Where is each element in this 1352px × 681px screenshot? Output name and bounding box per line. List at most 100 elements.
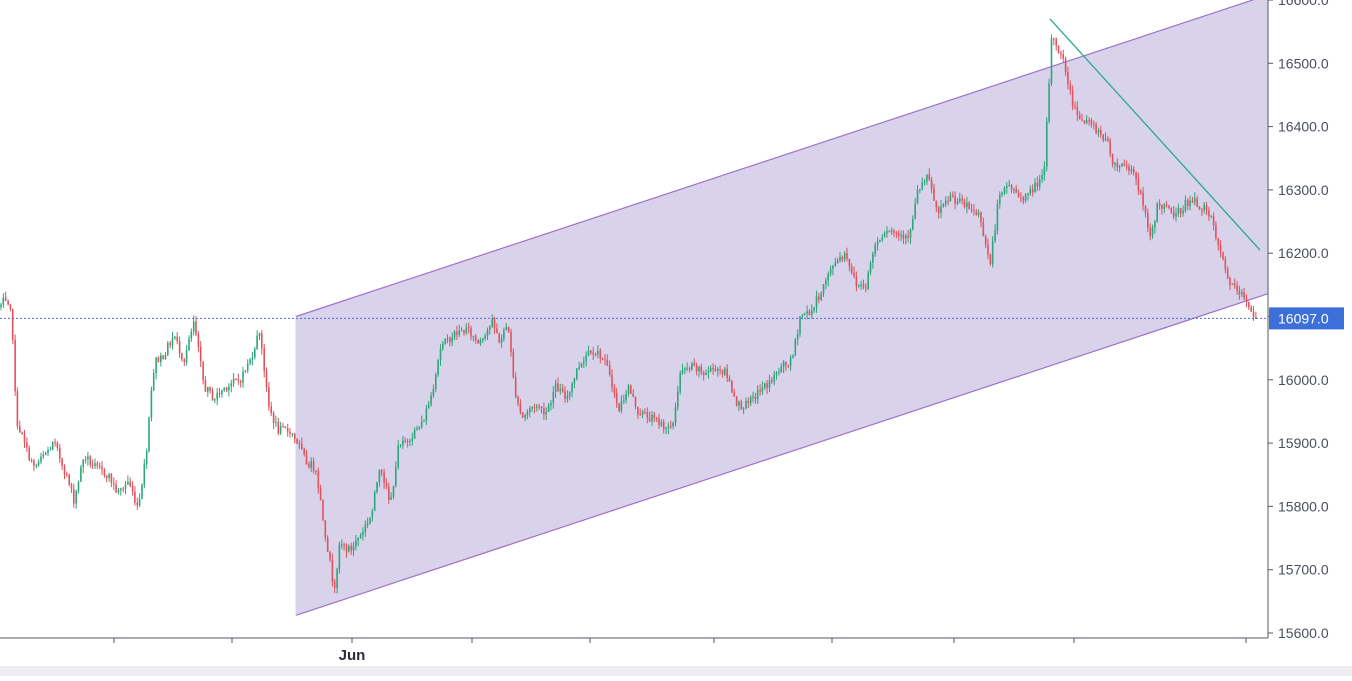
candle bbox=[740, 399, 743, 410]
candle-body bbox=[390, 496, 392, 500]
candle bbox=[376, 481, 378, 494]
candle-body bbox=[1196, 198, 1198, 207]
candle-body bbox=[275, 422, 277, 423]
descending-trendline[interactable] bbox=[1049, 18, 1261, 251]
candle bbox=[940, 199, 942, 219]
candle-body bbox=[728, 377, 731, 381]
candle bbox=[148, 416, 150, 453]
candle bbox=[561, 384, 564, 393]
candle bbox=[1144, 205, 1147, 218]
candle-body bbox=[110, 474, 113, 484]
candle-body bbox=[594, 354, 597, 356]
candle bbox=[232, 372, 235, 387]
candle bbox=[1121, 163, 1123, 167]
candle bbox=[30, 458, 33, 463]
candle bbox=[505, 323, 508, 331]
candle-body bbox=[677, 391, 679, 408]
candle bbox=[411, 432, 414, 446]
candle bbox=[731, 380, 733, 394]
candle-body bbox=[270, 406, 272, 413]
candle-body bbox=[836, 260, 839, 264]
candle bbox=[933, 183, 935, 201]
candle bbox=[456, 325, 458, 340]
candle-body bbox=[164, 355, 167, 360]
candle bbox=[698, 366, 700, 378]
candle bbox=[980, 211, 982, 228]
candle bbox=[825, 277, 827, 290]
candle-body bbox=[1215, 225, 1217, 239]
candle bbox=[442, 340, 444, 351]
candle-body bbox=[865, 287, 867, 289]
candle bbox=[1078, 111, 1081, 120]
candle bbox=[717, 367, 719, 377]
candle bbox=[942, 203, 945, 208]
candle-body bbox=[489, 326, 491, 330]
candle bbox=[143, 459, 146, 489]
candle-body bbox=[1130, 168, 1133, 171]
candle-body bbox=[2, 297, 5, 305]
candle-body bbox=[782, 361, 785, 367]
candle-body bbox=[432, 389, 435, 396]
candle bbox=[1006, 182, 1008, 194]
candle bbox=[653, 411, 656, 422]
candle-body bbox=[343, 544, 345, 546]
candle bbox=[630, 384, 632, 394]
candle bbox=[1250, 305, 1252, 313]
candle-body bbox=[952, 195, 954, 197]
candle-body bbox=[1137, 179, 1140, 191]
candle bbox=[632, 389, 634, 398]
candle-body bbox=[1245, 298, 1248, 302]
candle-body bbox=[232, 378, 235, 384]
candle bbox=[576, 368, 578, 381]
candle bbox=[811, 304, 813, 319]
channel-upper-line[interactable] bbox=[295, 0, 1268, 318]
candle-body bbox=[984, 236, 987, 245]
candle bbox=[103, 467, 106, 478]
candle bbox=[164, 351, 167, 360]
candle-body bbox=[216, 392, 218, 400]
candle bbox=[999, 191, 1001, 209]
candle bbox=[498, 332, 500, 344]
candle bbox=[1109, 137, 1111, 158]
candle bbox=[714, 365, 717, 372]
candle-body bbox=[576, 368, 578, 379]
candle-body bbox=[940, 206, 942, 213]
candle bbox=[928, 168, 931, 182]
candle bbox=[956, 198, 959, 206]
candle-body bbox=[1179, 207, 1182, 214]
candle-body bbox=[141, 484, 143, 499]
candle-body bbox=[482, 338, 484, 341]
ascending-channel bbox=[295, 0, 1269, 616]
channel-lower-line[interactable] bbox=[295, 293, 1269, 616]
candle bbox=[246, 359, 249, 374]
candle-body bbox=[1031, 188, 1034, 193]
candle-body bbox=[94, 463, 96, 466]
candle bbox=[225, 386, 228, 393]
candle-body bbox=[1149, 227, 1151, 237]
candle-body bbox=[256, 335, 258, 350]
candle-body bbox=[1250, 307, 1252, 312]
candle-body bbox=[505, 327, 508, 331]
candle-body bbox=[888, 231, 891, 233]
candle bbox=[195, 316, 197, 337]
candle bbox=[249, 358, 251, 366]
candle-body bbox=[491, 319, 493, 327]
candle-body bbox=[975, 211, 978, 215]
candle bbox=[162, 354, 164, 360]
candle-body bbox=[77, 481, 80, 491]
candle bbox=[930, 176, 933, 194]
candle-body bbox=[745, 400, 747, 409]
price-tick-label: 16400.0 bbox=[1278, 119, 1329, 135]
candle bbox=[862, 279, 865, 290]
candle-body bbox=[778, 372, 780, 374]
candle-body bbox=[298, 443, 301, 445]
candle-body bbox=[49, 449, 52, 451]
candle bbox=[655, 416, 658, 423]
candle-body bbox=[726, 368, 728, 378]
candle-body bbox=[735, 396, 738, 406]
candle-body bbox=[987, 244, 989, 255]
candle bbox=[853, 266, 855, 279]
candle bbox=[319, 484, 322, 501]
